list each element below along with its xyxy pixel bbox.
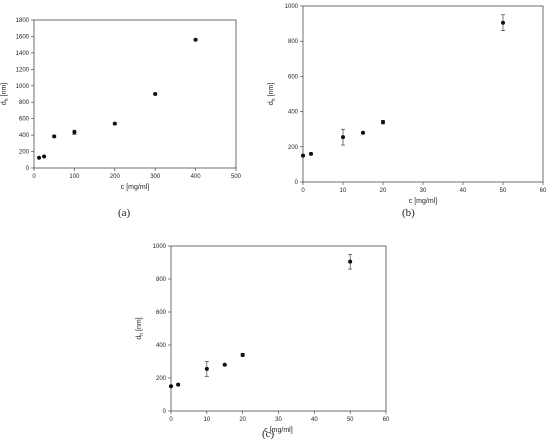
y-tick-label: 0	[26, 166, 30, 172]
data-point	[341, 135, 345, 140]
data-point	[176, 382, 181, 387]
data-point	[309, 151, 313, 156]
data-point	[222, 362, 227, 367]
panel-label-a: (a)	[118, 207, 131, 219]
x-tick-label: 30	[420, 188, 427, 194]
x-tick-label: 300	[150, 174, 161, 180]
data-point	[37, 155, 42, 160]
y-tick-label: 600	[288, 74, 299, 80]
plot-frame	[33, 19, 237, 169]
data-point	[169, 384, 173, 389]
x-tick-label: 100	[69, 174, 80, 180]
x-axis-label: c [mg/ml]	[264, 427, 292, 434]
x-tick-label: 200	[110, 174, 121, 180]
y-tick-label: 1000	[153, 244, 167, 250]
y-tick-label: 1000	[285, 4, 299, 10]
data-point	[348, 259, 353, 264]
data-point	[153, 92, 158, 96]
x-tick-label: 40	[311, 417, 318, 423]
x-axis-label: c [mg/ml]	[121, 184, 149, 191]
x-tick-label: 400	[191, 174, 202, 180]
panel-label-b: (b)	[402, 207, 415, 219]
x-axis-label: c [mg/ml]	[409, 198, 437, 205]
y-tick-label: 800	[156, 277, 167, 283]
panel-label-c: (c)	[262, 428, 275, 440]
x-tick-label: 50	[500, 188, 507, 194]
data-point	[301, 153, 305, 158]
y-tick-label: 1600	[16, 34, 30, 40]
x-tick-label: 60	[540, 188, 547, 194]
x-tick-label: 0	[32, 174, 36, 180]
data-point	[72, 130, 77, 135]
y-tick-label: 1200	[16, 67, 30, 73]
y-tick-label: 1800	[16, 18, 30, 24]
x-tick-label: 10	[203, 417, 210, 423]
x-tick-label: 30	[275, 417, 282, 423]
plot-frame	[170, 245, 387, 412]
data-point	[42, 154, 47, 159]
y-tick-label: 0	[295, 180, 299, 186]
y-axis-label: dh [nm]	[136, 317, 145, 339]
y-tick-label: 800	[19, 100, 30, 106]
data-point	[193, 37, 198, 42]
x-tick-label: 50	[347, 417, 354, 423]
x-tick-label: 40	[460, 188, 467, 194]
y-tick-label: 800	[288, 39, 299, 45]
data-point	[112, 121, 117, 126]
y-tick-label: 200	[288, 145, 299, 151]
x-tick-label: 20	[380, 188, 387, 194]
x-tick-label: 20	[239, 417, 246, 423]
y-tick-label: 1400	[16, 51, 30, 57]
y-tick-label: 400	[156, 343, 167, 349]
y-tick-label: 400	[19, 133, 30, 139]
x-tick-label: 0	[301, 188, 305, 194]
data-point	[361, 130, 365, 135]
data-point	[52, 134, 57, 139]
y-tick-label: 400	[288, 110, 299, 116]
x-tick-label: 60	[383, 417, 390, 423]
data-point	[501, 20, 505, 25]
y-axis-label: dh [nm]	[1, 83, 10, 105]
x-tick-label: 0	[169, 417, 173, 423]
y-tick-label: 200	[156, 376, 167, 382]
x-tick-label: 500	[231, 174, 242, 180]
chart-panel-a: 0 100 200 300 400 500 0 200 400 600 800 1000 1200 140…	[1, 18, 242, 191]
y-tick-label: 200	[19, 150, 30, 156]
data-point	[240, 352, 245, 357]
y-tick-label: 600	[156, 310, 167, 316]
y-axis-label: dh [nm]	[268, 83, 277, 105]
y-tick-label: 0	[163, 409, 167, 415]
y-tick-label: 1000	[16, 84, 30, 90]
plot-frame	[302, 5, 544, 183]
y-tick-label: 600	[19, 117, 30, 123]
data-point	[381, 120, 385, 125]
x-tick-label: 10	[340, 188, 347, 194]
data-point	[204, 366, 209, 371]
